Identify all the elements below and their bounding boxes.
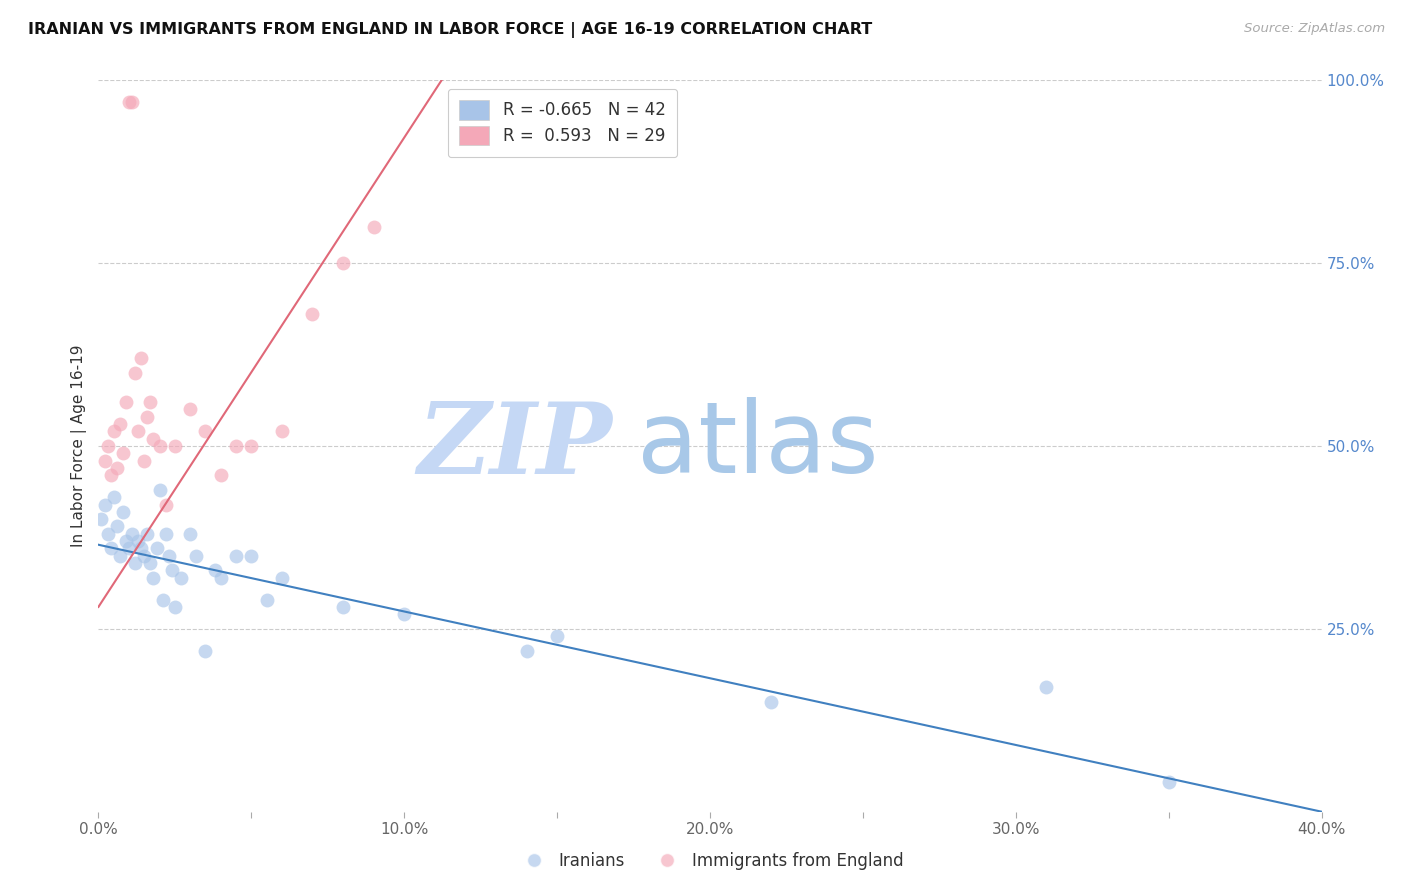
Point <box>115 395 138 409</box>
Point <box>240 549 263 563</box>
Point <box>170 571 193 585</box>
Point <box>134 453 156 467</box>
Point <box>516 644 538 658</box>
Point <box>121 526 143 541</box>
Point <box>270 571 292 585</box>
Point <box>93 453 115 467</box>
Point <box>160 563 183 577</box>
Point <box>142 571 165 585</box>
Point <box>759 695 782 709</box>
Point <box>129 351 152 366</box>
Point <box>105 461 128 475</box>
Point <box>332 599 354 614</box>
Point <box>225 549 247 563</box>
Point <box>240 439 263 453</box>
Point <box>225 439 247 453</box>
Point <box>103 425 125 439</box>
Point <box>194 644 217 658</box>
Point <box>546 629 568 643</box>
Text: atlas: atlas <box>637 398 879 494</box>
Point <box>155 526 177 541</box>
Point <box>115 534 138 549</box>
Point <box>118 95 141 110</box>
Point <box>163 439 186 453</box>
Point <box>139 556 162 570</box>
Point <box>108 549 131 563</box>
Point <box>97 439 120 453</box>
Point <box>108 417 131 431</box>
Point <box>149 439 172 453</box>
Point <box>127 425 149 439</box>
Point <box>103 490 125 504</box>
Point <box>93 498 115 512</box>
Text: Source: ZipAtlas.com: Source: ZipAtlas.com <box>1244 22 1385 36</box>
Point <box>124 366 146 380</box>
Point <box>105 519 128 533</box>
Text: ZIP: ZIP <box>418 398 612 494</box>
Text: IRANIAN VS IMMIGRANTS FROM ENGLAND IN LABOR FORCE | AGE 16-19 CORRELATION CHART: IRANIAN VS IMMIGRANTS FROM ENGLAND IN LA… <box>28 22 872 38</box>
Point <box>363 219 385 234</box>
Point <box>186 549 208 563</box>
Point <box>1157 775 1180 789</box>
Point <box>118 541 141 556</box>
Point <box>100 468 122 483</box>
Point <box>209 571 232 585</box>
Point <box>127 534 149 549</box>
Point <box>142 432 165 446</box>
Point <box>129 541 152 556</box>
Point <box>270 425 292 439</box>
Point <box>209 468 232 483</box>
Point <box>111 505 134 519</box>
Point <box>136 526 159 541</box>
Point <box>149 483 172 497</box>
Point <box>121 95 143 110</box>
Point <box>111 446 134 460</box>
Point <box>136 409 159 424</box>
Point <box>256 592 278 607</box>
Point <box>124 556 146 570</box>
Legend: Iranians, Immigrants from England: Iranians, Immigrants from England <box>510 846 910 877</box>
Y-axis label: In Labor Force | Age 16-19: In Labor Force | Age 16-19 <box>72 344 87 548</box>
Point <box>145 541 167 556</box>
Point <box>179 526 201 541</box>
Point <box>392 607 416 622</box>
Point <box>179 402 201 417</box>
Point <box>139 395 162 409</box>
Point <box>1035 681 1057 695</box>
Point <box>301 307 323 321</box>
Point <box>100 541 122 556</box>
Point <box>97 526 120 541</box>
Point <box>152 592 174 607</box>
Point <box>194 425 217 439</box>
Point <box>163 599 186 614</box>
Point <box>157 549 180 563</box>
Point <box>155 498 177 512</box>
Point <box>90 512 112 526</box>
Point <box>134 549 156 563</box>
Point <box>204 563 226 577</box>
Point <box>332 256 354 270</box>
